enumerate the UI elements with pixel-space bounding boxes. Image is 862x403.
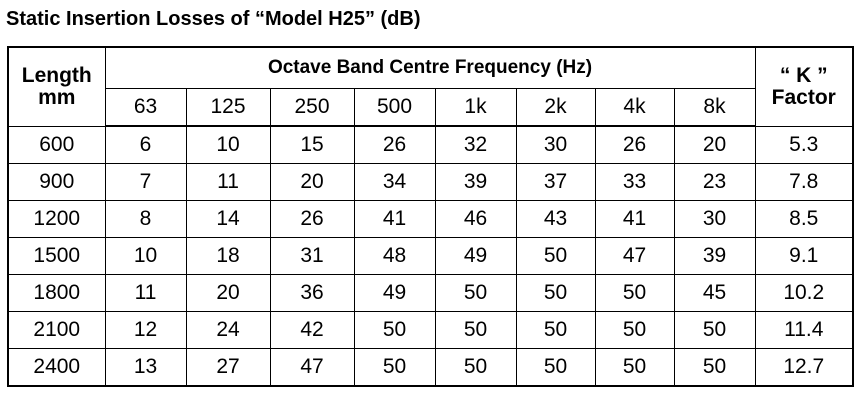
table-title: Static Insertion Losses of “Model H25” (…: [6, 8, 421, 30]
k-factor-cell: 7.8: [754, 163, 855, 201]
k-factor-cell: 12.7: [754, 348, 855, 387]
length-cell: 900: [7, 163, 106, 201]
loss-value-cell: 50: [434, 348, 517, 387]
loss-value-cell: 11: [185, 163, 271, 201]
loss-value-cell: 41: [353, 200, 436, 238]
table-body: 600 6 10 15 26 32 30 26 20 5.3 900 7 11 20 34 39 37 33 23 7…: [7, 125, 855, 387]
loss-value-cell: 50: [673, 348, 756, 387]
loss-value-cell: 50: [353, 348, 436, 387]
loss-value-cell: 50: [515, 274, 596, 312]
loss-value-cell: 30: [515, 125, 596, 164]
loss-value-cell: 50: [594, 311, 675, 349]
loss-value-cell: 50: [594, 348, 675, 387]
loss-value-cell: 27: [185, 348, 271, 387]
loss-value-cell: 47: [594, 237, 675, 275]
header-row-frequencies: 63 125 250 500 1k 2k 4k 8k: [8, 88, 853, 127]
length-cell: 1200: [7, 200, 106, 238]
length-header-line2: mm: [38, 85, 76, 109]
length-cell: 1500: [7, 237, 106, 275]
table-row: 1800 11 20 36 49 50 50 50 45 10.2: [7, 274, 855, 312]
loss-value-cell: 50: [515, 237, 596, 275]
loss-value-cell: 20: [185, 274, 271, 312]
loss-value-cell: 50: [353, 311, 436, 349]
table-row: 2400 13 27 47 50 50 50 50 50 12.7: [7, 348, 855, 387]
loss-value-cell: 45: [673, 274, 756, 312]
frequency-span-header: Octave Band Centre Frequency (Hz): [104, 46, 756, 89]
loss-value-cell: 7: [104, 163, 187, 201]
insertion-loss-table: Length mm Octave Band Centre Frequency (…: [7, 46, 855, 387]
loss-value-cell: 14: [185, 200, 271, 238]
loss-value-cell: 48: [353, 237, 436, 275]
table-row: 600 6 10 15 26 32 30 26 20 5.3: [7, 125, 855, 164]
loss-value-cell: 34: [353, 163, 436, 201]
frequency-header-63: 63: [104, 88, 187, 127]
frequency-header-250: 250: [269, 88, 355, 127]
frequency-header-2k: 2k: [515, 88, 596, 127]
k-factor-cell: 5.3: [754, 125, 855, 164]
loss-value-cell: 42: [269, 311, 355, 349]
loss-value-cell: 43: [515, 200, 596, 238]
loss-value-cell: 26: [269, 200, 355, 238]
loss-value-cell: 10: [185, 125, 271, 164]
frequency-header-125: 125: [185, 88, 271, 127]
loss-value-cell: 20: [673, 125, 756, 164]
loss-value-cell: 41: [594, 200, 675, 238]
loss-value-cell: 50: [434, 311, 517, 349]
loss-value-cell: 11: [104, 274, 187, 312]
length-cell: 2400: [7, 348, 106, 387]
length-header: Length mm: [7, 46, 106, 127]
loss-value-cell: 33: [594, 163, 675, 201]
header-row-top: Length mm Octave Band Centre Frequency (…: [7, 46, 855, 127]
loss-value-cell: 49: [353, 274, 436, 312]
frequency-header-500: 500: [353, 88, 436, 127]
loss-value-cell: 49: [434, 237, 517, 275]
loss-value-cell: 32: [434, 125, 517, 164]
table-row: 900 7 11 20 34 39 37 33 23 7.8: [7, 163, 855, 201]
loss-value-cell: 20: [269, 163, 355, 201]
k-factor-header-line2: Factor: [771, 85, 836, 109]
loss-value-cell: 15: [269, 125, 355, 164]
loss-value-cell: 50: [673, 311, 756, 349]
loss-value-cell: 47: [269, 348, 355, 387]
loss-value-cell: 24: [185, 311, 271, 349]
frequency-header-8k: 8k: [673, 88, 756, 127]
length-header-line1: Length: [21, 63, 92, 87]
length-cell: 2100: [7, 311, 106, 349]
table-row: 2100 12 24 42 50 50 50 50 50 11.4: [7, 311, 855, 349]
loss-value-cell: 26: [594, 125, 675, 164]
loss-value-cell: 13: [104, 348, 187, 387]
table-row: 1500 10 18 31 48 49 50 47 39 9.1: [7, 237, 855, 275]
k-factor-header: “ K ” Factor: [754, 46, 855, 127]
loss-value-cell: 26: [353, 125, 436, 164]
loss-value-cell: 6: [104, 125, 187, 164]
loss-value-cell: 36: [269, 274, 355, 312]
k-factor-cell: 10.2: [754, 274, 855, 312]
k-factor-cell: 8.5: [754, 200, 855, 238]
loss-value-cell: 50: [515, 311, 596, 349]
loss-value-cell: 23: [673, 163, 756, 201]
loss-value-cell: 50: [434, 274, 517, 312]
loss-value-cell: 12: [104, 311, 187, 349]
loss-value-cell: 31: [269, 237, 355, 275]
loss-value-cell: 39: [673, 237, 756, 275]
loss-value-cell: 50: [594, 274, 675, 312]
k-factor-cell: 9.1: [754, 237, 855, 275]
loss-value-cell: 10: [104, 237, 187, 275]
k-factor-header-line1: “ K ”: [779, 63, 828, 87]
length-cell: 1800: [7, 274, 106, 312]
frequency-header-4k: 4k: [594, 88, 675, 127]
loss-value-cell: 30: [673, 200, 756, 238]
loss-value-cell: 39: [434, 163, 517, 201]
k-factor-cell: 11.4: [754, 311, 855, 349]
loss-value-cell: 46: [434, 200, 517, 238]
frequency-header-1k: 1k: [434, 88, 517, 127]
loss-value-cell: 50: [515, 348, 596, 387]
length-cell: 600: [7, 125, 106, 164]
loss-value-cell: 37: [515, 163, 596, 201]
loss-value-cell: 8: [104, 200, 187, 238]
table-row: 1200 8 14 26 41 46 43 41 30 8.5: [7, 200, 855, 238]
loss-value-cell: 18: [185, 237, 271, 275]
